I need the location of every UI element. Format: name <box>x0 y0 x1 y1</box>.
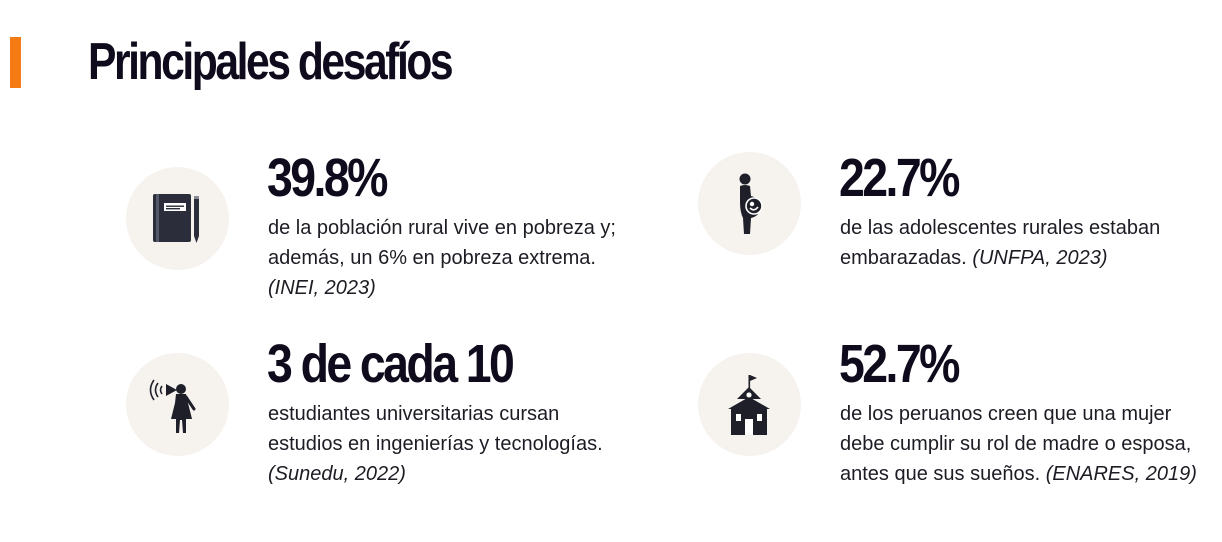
stat-value: 52.7% <box>839 334 960 394</box>
stat-description: estudiantes universitarias cursan estudi… <box>268 399 603 489</box>
icon-circle <box>126 167 229 270</box>
description-line: de los peruanos creen que una mujer <box>840 403 1172 425</box>
description-line: estudiantes universitarias cursan <box>268 403 560 425</box>
description-line: antes que sus sueños. (ENARES, 2019) <box>840 459 1197 489</box>
stat-description: de las adolescentes rurales estaban emba… <box>840 213 1160 273</box>
stat-value: 39.8% <box>267 148 388 208</box>
notebook-icon <box>153 194 199 243</box>
stat-source: (ENARES, 2019) <box>1045 463 1197 485</box>
stat-source: (UNFPA, 2023) <box>972 247 1108 269</box>
description-line-text: antes que sus sueños. <box>840 463 1041 485</box>
stat-source: (Sunedu, 2022) <box>268 463 406 485</box>
description-line-text: embarazadas. <box>840 247 967 269</box>
description-line: estudios en ingenierías y tecnologías. <box>268 433 603 455</box>
icon-circle <box>126 353 229 456</box>
stat-description: de la población rural vive en pobreza y;… <box>268 213 616 303</box>
page-title: Principales desafíos <box>88 33 454 91</box>
description-line: embarazadas. (UNFPA, 2023) <box>840 243 1160 273</box>
stat-value: 22.7% <box>839 148 960 208</box>
pregnant-girl-icon <box>739 173 763 234</box>
description-line: además, un 6% en pobreza extrema. <box>268 247 596 269</box>
description-line: debe cumplir su rol de madre o esposa, <box>840 433 1192 455</box>
icon-circle <box>698 353 801 456</box>
woman-megaphone-icon <box>149 379 196 433</box>
icon-circle <box>698 152 801 255</box>
title-accent-bar <box>10 37 21 88</box>
description-line: de las adolescentes rurales estaban <box>840 217 1161 239</box>
description-line: de la población rural vive en pobreza y; <box>268 217 616 239</box>
school-building-icon <box>728 375 770 435</box>
stat-source: (INEI, 2023) <box>268 277 376 299</box>
stat-value: 3 de cada 10 <box>267 334 515 394</box>
stat-description: de los peruanos creen que una mujer debe… <box>840 399 1197 489</box>
